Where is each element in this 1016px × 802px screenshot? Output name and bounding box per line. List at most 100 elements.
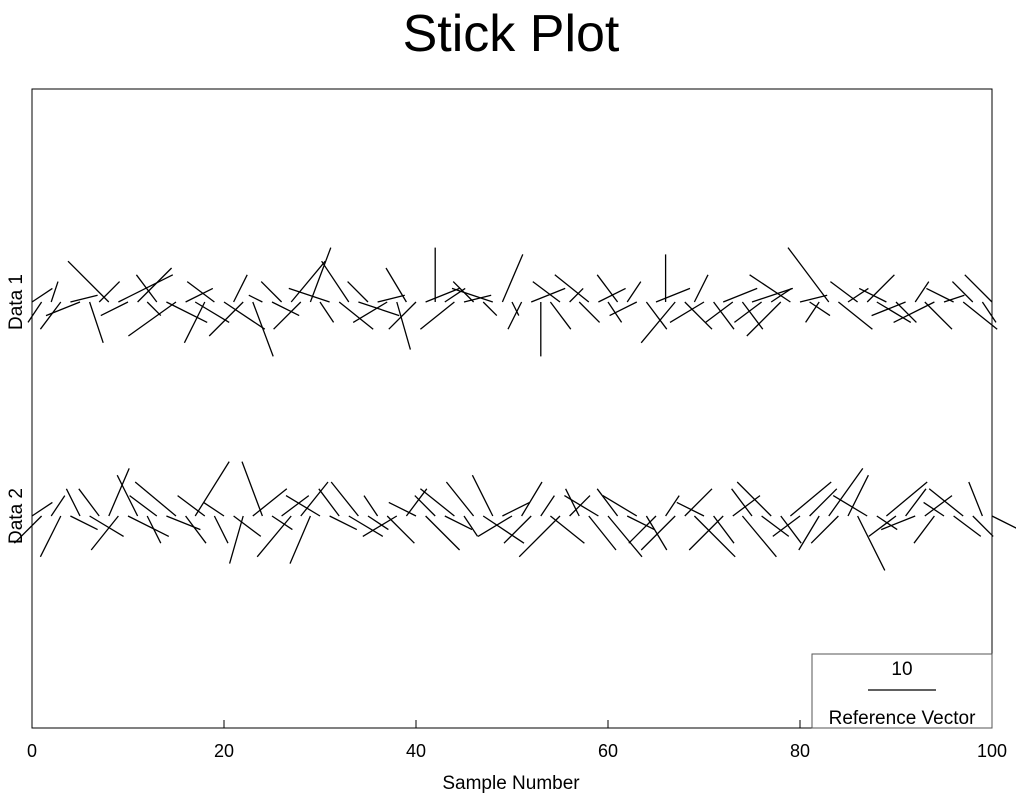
stick-1-81 bbox=[809, 301, 831, 317]
stick-2-80 bbox=[772, 515, 801, 537]
stick-2-10 bbox=[127, 515, 170, 537]
stick-1-56 bbox=[569, 287, 584, 303]
y-axis-series-labels: Data 1 Data 2 bbox=[6, 274, 27, 544]
stick-2-38 bbox=[362, 515, 398, 537]
stick-1-100 bbox=[964, 274, 993, 303]
stick-2-94 bbox=[913, 515, 935, 544]
x-tick-label-60: 60 bbox=[598, 741, 618, 761]
stick-1-96 bbox=[926, 287, 954, 303]
stick-2-22 bbox=[228, 515, 244, 564]
stick-2-64 bbox=[645, 515, 668, 551]
stick-2-66 bbox=[665, 495, 680, 517]
plot-frame bbox=[31, 88, 993, 729]
x-tick-label-20: 20 bbox=[214, 741, 234, 761]
stick-1-71 bbox=[713, 301, 735, 330]
reference-vector-value: 10 bbox=[891, 659, 912, 680]
stick-2-100 bbox=[991, 515, 1016, 529]
stick-1-54 bbox=[549, 301, 572, 330]
stick-1-92 bbox=[914, 281, 930, 303]
stick-1-9 bbox=[118, 274, 174, 303]
stick-2-84 bbox=[810, 515, 839, 544]
stick-1-51 bbox=[507, 301, 523, 330]
stick-2-68 bbox=[684, 488, 713, 517]
stick-1-1 bbox=[27, 301, 43, 323]
stick-1-14 bbox=[166, 301, 208, 323]
stick-1-35 bbox=[347, 281, 369, 303]
x-axis-label: Sample Number bbox=[442, 773, 580, 794]
stick-2-41 bbox=[425, 515, 461, 551]
stick-1-64 bbox=[645, 301, 668, 330]
stick-1-31 bbox=[288, 287, 330, 303]
stick-2-69 bbox=[693, 515, 736, 558]
stick-1-93 bbox=[924, 301, 953, 330]
stick-1-62 bbox=[626, 281, 642, 303]
stick-2-40 bbox=[388, 501, 417, 517]
stick-2-99 bbox=[968, 481, 984, 517]
stick-2-17 bbox=[194, 461, 230, 517]
stick-1-84 bbox=[837, 301, 873, 330]
x-tick-label-40: 40 bbox=[406, 741, 426, 761]
stick-1-70 bbox=[669, 301, 705, 323]
stick-2-18 bbox=[177, 495, 206, 517]
stick-1-88 bbox=[876, 301, 912, 323]
stick-1-78 bbox=[746, 301, 782, 337]
stick-2-2 bbox=[50, 495, 66, 517]
stick-1-90 bbox=[895, 301, 917, 323]
stick-1-55 bbox=[532, 281, 561, 303]
stick-2-78 bbox=[780, 515, 802, 544]
stick-2-75 bbox=[731, 488, 753, 517]
stick-1-30 bbox=[319, 301, 335, 323]
stick-1-74 bbox=[741, 301, 764, 330]
stick-2-97 bbox=[928, 488, 964, 517]
stick-2-47 bbox=[482, 515, 525, 544]
stick-1-41 bbox=[425, 287, 460, 303]
stick-2-35 bbox=[367, 515, 389, 531]
stick-2-28 bbox=[300, 481, 329, 517]
stick-1-45 bbox=[463, 294, 492, 303]
stick-2-29 bbox=[289, 515, 311, 564]
stick-2-76 bbox=[761, 515, 790, 537]
stick-2-42 bbox=[414, 495, 436, 517]
stick-1-69 bbox=[693, 274, 709, 303]
stick-1-82 bbox=[805, 301, 820, 323]
stick-2-36 bbox=[363, 495, 379, 517]
stick-2-14 bbox=[166, 515, 201, 531]
stick-2-83 bbox=[828, 468, 864, 517]
stick-1-48 bbox=[451, 287, 494, 303]
stick-1-52 bbox=[530, 287, 566, 303]
stick-1-72 bbox=[722, 287, 758, 303]
stick-1-94 bbox=[893, 301, 935, 323]
stick-2-93 bbox=[924, 495, 953, 517]
stick-2-59 bbox=[564, 495, 599, 517]
stick-1-67 bbox=[640, 301, 676, 344]
stick-1-73 bbox=[705, 301, 734, 323]
stick-1-79 bbox=[749, 274, 791, 303]
stick-2-30 bbox=[285, 495, 321, 517]
stick-2-65 bbox=[628, 515, 657, 544]
stick-1-29 bbox=[309, 247, 332, 303]
stick-2-74 bbox=[741, 515, 777, 558]
stick-2-31 bbox=[329, 515, 358, 531]
stick-2-27 bbox=[256, 515, 292, 558]
stick-2-34 bbox=[330, 481, 359, 517]
stick-1-44 bbox=[419, 301, 455, 330]
stick-1-19 bbox=[186, 281, 215, 303]
stick-2-85 bbox=[847, 474, 869, 517]
stick-2-45 bbox=[463, 515, 479, 537]
stick-2-96 bbox=[953, 515, 982, 537]
stick-2-81 bbox=[809, 488, 838, 517]
stick-1-36 bbox=[377, 294, 405, 303]
stick-2-56 bbox=[569, 495, 591, 517]
stick-1-4 bbox=[70, 294, 98, 303]
stick-1-87 bbox=[866, 274, 895, 303]
stick-2-21 bbox=[233, 515, 262, 537]
stick-1-49 bbox=[501, 254, 524, 303]
stick-2-87 bbox=[832, 495, 868, 517]
stick-2-57 bbox=[565, 488, 580, 517]
stick-lines bbox=[13, 247, 1016, 571]
stick-2-13 bbox=[129, 495, 158, 517]
stick-2-33 bbox=[348, 515, 384, 537]
stick-1-34 bbox=[358, 301, 400, 317]
stick-1-11 bbox=[137, 267, 173, 303]
x-tick-label-0: 0 bbox=[27, 741, 37, 761]
